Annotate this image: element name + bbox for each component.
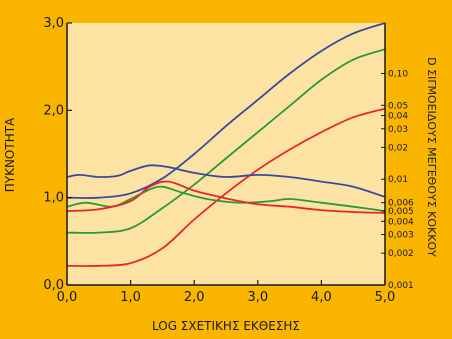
y-tick-label: 3,0 <box>43 16 64 31</box>
series-layer <box>66 22 386 267</box>
y2-tick-label: 0,002 <box>388 249 414 259</box>
y2-tick-label: 0,04 <box>388 112 408 122</box>
y-tick-label: 0,0 <box>43 278 64 293</box>
x-tick-label: 0,0 <box>57 290 78 305</box>
y2-tick-label: 0,01 <box>388 175 408 185</box>
x-tick-label: 5,0 <box>375 290 396 305</box>
y2-tick-label: 0,10 <box>388 69 408 79</box>
y2-tick-label: 0,006 <box>388 199 414 209</box>
series-line-2-left <box>66 48 386 234</box>
axes-layer <box>66 23 386 286</box>
y2-tick-label: 0,003 <box>388 231 414 241</box>
y2-tick-label: 0,05 <box>388 101 408 111</box>
y2-axis-title: D ΣΙΓΜΟΕΙΔΟΥΣ ΜΕΓΕΘΟΥΣ ΚΟΚΚΟΥ <box>425 57 438 257</box>
x-tick-label: 3,0 <box>247 290 268 305</box>
y2-tick-label: 0,005 <box>388 207 414 217</box>
y2-tick-label: 0,03 <box>388 125 408 135</box>
y-tick-label: 2,0 <box>43 103 64 118</box>
plot-area <box>67 23 385 285</box>
x-axis-title: LOG ΣΧΕΤΙΚΗΣ ΕΚΘΕΣΗΣ <box>152 319 300 333</box>
series-line-6-right <box>66 180 386 214</box>
y-axis-title: ΠΥΚΝΟΤΗΤΑ <box>3 117 17 192</box>
y2-tick-label: 0,02 <box>388 143 408 153</box>
series-line-4-right <box>66 164 386 198</box>
y-tick-label: 1,0 <box>43 191 64 206</box>
x-tick-label: 4,0 <box>311 290 332 305</box>
y2-tick-label: 0,004 <box>388 217 414 227</box>
y2-tick-label: 0,001 <box>388 281 414 291</box>
x-tick-label: 1,0 <box>120 290 141 305</box>
x-tick-label: 2,0 <box>184 290 205 305</box>
series-line-3-left <box>66 107 386 267</box>
ticks-layer: 0,0 1,0 2,0 3,0 4,0 5,0 0,0 1,0 2,0 3,0 0,001 0,002… <box>43 16 414 305</box>
series-line-1-left <box>66 22 386 199</box>
